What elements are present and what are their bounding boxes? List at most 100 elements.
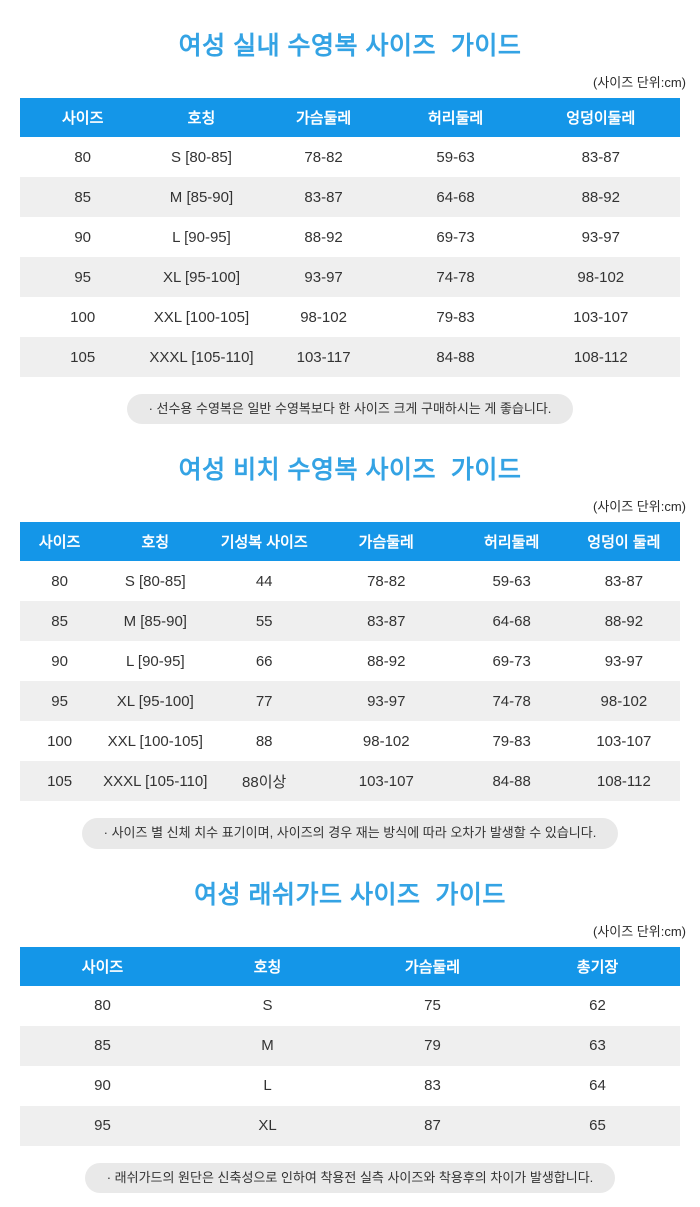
table-cell: L [90-95] bbox=[125, 652, 185, 670]
table-cell: M bbox=[261, 1037, 274, 1055]
table-cell: 79-83 bbox=[492, 732, 531, 750]
table-row: 90 L [90-95] 88-92 69-73 93-97 bbox=[20, 217, 680, 257]
table-cell: 98-102 bbox=[577, 268, 625, 286]
table-cell: 83-87 bbox=[304, 188, 343, 206]
table-cell: 95 bbox=[94, 1117, 111, 1135]
size-table-indoor: 사이즈 호칭 가슴둘레 허리둘레 엉덩이둘레 80 S [80-85] 78-82 59-63… bbox=[20, 98, 680, 377]
table-header-row: 사이즈 호칭 가슴둘레 총기장 bbox=[20, 946, 680, 986]
table-cell: 64-68 bbox=[436, 188, 475, 206]
table-row: 100 XXL [100-105] 88 98-102 79-83 103-107 bbox=[20, 721, 680, 761]
table-cell: 85 bbox=[74, 188, 92, 206]
note-pill: · 선수용 수영복은 일반 수영복보다 한 사이즈 크게 구매하시는 게 좋습니… bbox=[126, 394, 574, 425]
size-table-rashguard: 사이즈 호칭 가슴둘레 총기장 80 S 75 62 85 M 79 63 90 L 83 64 95 XL 87… bbox=[20, 946, 680, 1146]
table-cell: 79-83 bbox=[436, 308, 475, 326]
table-cell: 100 bbox=[47, 732, 73, 750]
table-cell: 74-78 bbox=[492, 692, 531, 710]
note-container: · 사이즈 별 신체 치수 표기이며, 사이즈의 경우 재는 방식에 따라 오차… bbox=[0, 818, 700, 849]
table-cell: 108-112 bbox=[573, 348, 628, 366]
table-cell: 100 bbox=[70, 308, 96, 326]
table-cell: 85 bbox=[51, 612, 68, 630]
table-cell: 103-107 bbox=[573, 308, 629, 326]
table-cell: XXL [100-105] bbox=[107, 732, 203, 750]
table-row: 100 XXL [100-105] 98-102 79-83 103-107 bbox=[20, 297, 680, 337]
note-container: · 래쉬가드의 원단은 신축성으로 인하여 착용전 실측 사이즈와 착용후의 차… bbox=[0, 1162, 700, 1193]
size-table-beach: 사이즈 호칭 기성복 사이즈 가슴둘레 허리둘레 엉덩이 둘레 80 S [80-85] 44… bbox=[20, 522, 680, 802]
section-title: 여성 실내 수영복 사이즈 가이드 bbox=[178, 32, 522, 60]
table-cell: 95 bbox=[74, 268, 92, 286]
column-header: 가슴둘레 bbox=[316, 522, 456, 562]
table-row: 90 L 83 64 bbox=[20, 1066, 680, 1106]
table-cell: XXXL [105-110] bbox=[149, 348, 254, 366]
table-cell: XL [95-100] bbox=[116, 692, 194, 710]
table-cell: 83-87 bbox=[604, 572, 644, 590]
table-cell: 105 bbox=[47, 772, 73, 790]
table-cell: 80 bbox=[94, 997, 111, 1015]
table-cell: 93-97 bbox=[581, 228, 620, 246]
column-header: 총기장 bbox=[515, 946, 680, 986]
table-cell: 88 bbox=[255, 732, 273, 750]
column-header: 가슴둘레 bbox=[257, 98, 390, 137]
table-cell: 85 bbox=[94, 1037, 111, 1055]
table-cell: 88이상 bbox=[242, 773, 287, 791]
table-cell: 69-73 bbox=[492, 652, 531, 670]
table-row: 95 XL 87 65 bbox=[20, 1105, 680, 1146]
table-cell: 95 bbox=[51, 692, 68, 710]
column-header: 가슴둘레 bbox=[350, 946, 515, 986]
table-cell: 64-68 bbox=[492, 612, 531, 630]
table-cell: S [80-85] bbox=[124, 572, 186, 590]
table-cell: 103-117 bbox=[296, 348, 351, 366]
column-header: 호칭 bbox=[145, 98, 258, 137]
table-row: 105 XXXL [105-110] 103-117 84-88 108-112 bbox=[20, 337, 680, 377]
table-row: 85 M 79 63 bbox=[20, 1025, 680, 1066]
size-unit-label: (사이즈 단위:cm) bbox=[592, 75, 686, 90]
column-header: 허리둘레 bbox=[389, 98, 522, 137]
column-header: 사이즈 bbox=[20, 522, 100, 562]
table-cell: 105 bbox=[70, 348, 96, 366]
section-beach-swimsuit: 여성 비치 수영복 사이즈 가이드 (사이즈 단위:cm) 사이즈 호칭 기성복 사… bbox=[0, 424, 700, 849]
table-cell: L [90-95] bbox=[172, 228, 231, 246]
table-cell: 55 bbox=[255, 612, 273, 630]
table-cell: 90 bbox=[94, 1077, 111, 1095]
table-cell: 103-107 bbox=[358, 772, 414, 790]
table-cell: 66 bbox=[255, 652, 273, 670]
table-cell: 88-92 bbox=[304, 228, 343, 246]
table-cell: 59-63 bbox=[436, 148, 475, 166]
table-cell: 90 bbox=[74, 228, 92, 246]
table-cell: 90 bbox=[51, 652, 68, 670]
table-row: 95 XL [95-100] 93-97 74-78 98-102 bbox=[20, 257, 680, 297]
table-row: 80 S 75 62 bbox=[20, 986, 680, 1026]
table-cell: 79 bbox=[424, 1037, 441, 1055]
table-cell: XL bbox=[258, 1117, 277, 1135]
table-header-row: 사이즈 호칭 가슴둘레 허리둘레 엉덩이둘레 bbox=[20, 98, 680, 137]
table-cell: 88-92 bbox=[367, 652, 406, 670]
table-cell: 108-112 bbox=[596, 772, 651, 790]
table-cell: 74-78 bbox=[436, 268, 475, 286]
table-cell: S bbox=[262, 997, 273, 1015]
table-cell: XL [95-100] bbox=[162, 268, 240, 286]
table-cell: 64 bbox=[589, 1077, 606, 1095]
section-title: 여성 래쉬가드 사이즈 가이드 bbox=[194, 880, 506, 909]
table-cell: 75 bbox=[424, 997, 441, 1015]
table-cell: 62 bbox=[589, 997, 606, 1015]
table-cell: 84-88 bbox=[436, 348, 475, 366]
table-cell: 78-82 bbox=[304, 148, 343, 166]
table-cell: 87 bbox=[424, 1117, 441, 1135]
table-cell: XXXL [105-110] bbox=[103, 772, 208, 790]
table-cell: 80 bbox=[74, 148, 92, 166]
table-row: 80 S [80-85] 78-82 59-63 83-87 bbox=[20, 137, 680, 177]
table-row: 105 XXXL [105-110] 88이상 103-107 84-88 108-112 bbox=[20, 761, 680, 802]
table-cell: 80 bbox=[51, 572, 68, 590]
table-cell: 83-87 bbox=[367, 612, 406, 630]
table-cell: 98-102 bbox=[300, 308, 347, 326]
column-header: 기성복 사이즈 bbox=[211, 522, 317, 562]
table-cell: 88-92 bbox=[581, 188, 620, 206]
table-cell: 44 bbox=[255, 572, 273, 590]
note-pill: · 사이즈 별 신체 치수 표기이며, 사이즈의 경우 재는 방식에 따라 오차… bbox=[81, 818, 619, 849]
table-cell: 84-88 bbox=[492, 772, 531, 790]
table-cell: 93-97 bbox=[367, 692, 406, 710]
table-cell: 65 bbox=[589, 1117, 606, 1135]
table-cell: L bbox=[263, 1077, 272, 1095]
table-cell: XXL [100-105] bbox=[153, 308, 250, 326]
table-cell: 69-73 bbox=[436, 228, 475, 246]
size-unit-label: (사이즈 단위:cm) bbox=[592, 499, 686, 515]
